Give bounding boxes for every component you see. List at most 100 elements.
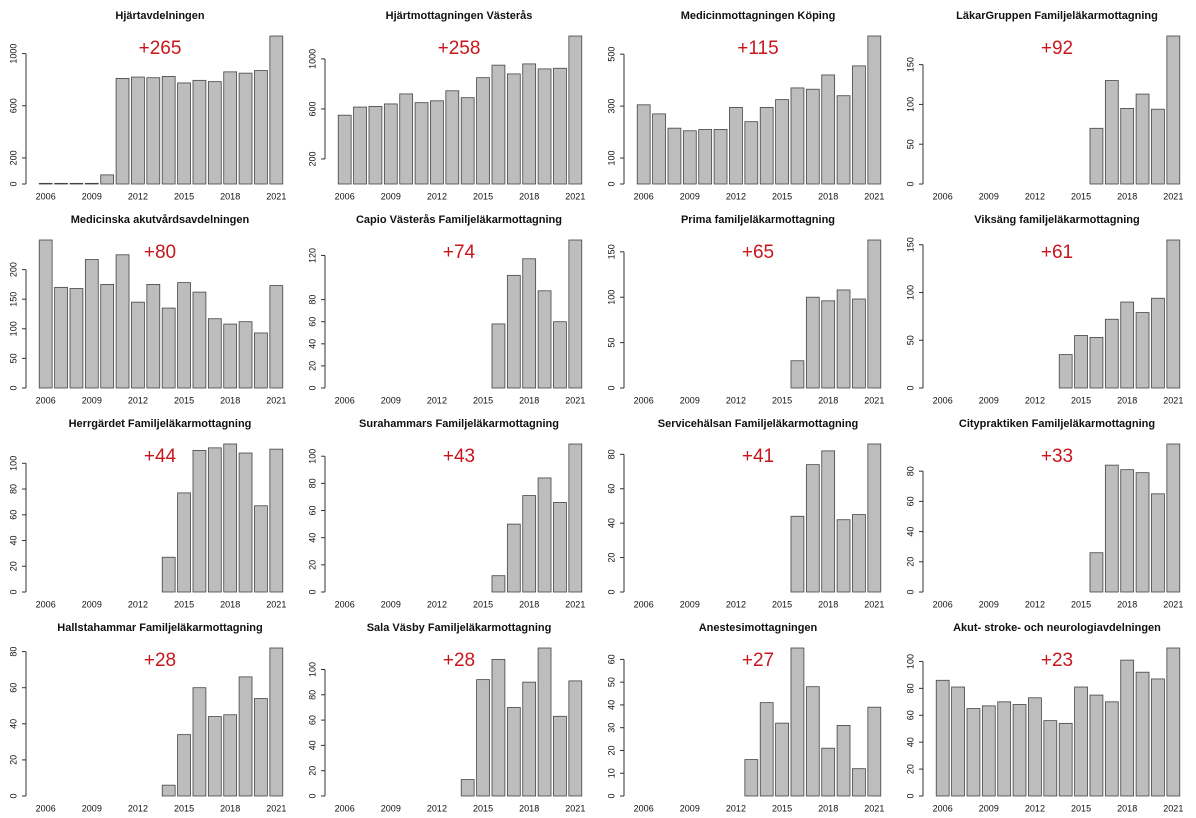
bar — [553, 715, 567, 797]
x-tick-label: 2021 — [1163, 395, 1183, 405]
bar — [553, 67, 567, 185]
bar — [223, 71, 238, 185]
panel-title: Prima familjeläkarmottagning — [681, 214, 835, 226]
x-tick-label: 2015 — [1071, 191, 1091, 201]
bar — [836, 95, 851, 185]
bar — [399, 93, 414, 185]
bar — [1120, 469, 1135, 593]
x-tick-label: 2015 — [473, 191, 493, 201]
bar — [38, 239, 53, 389]
bar — [269, 285, 284, 389]
bar — [1166, 647, 1181, 797]
bar — [223, 443, 238, 593]
y-tick-label: 20 — [606, 553, 616, 563]
bar — [1120, 659, 1135, 797]
panel: Prima familjeläkarmottagning +65 0 50 100 150… — [606, 214, 884, 405]
bar — [506, 73, 521, 185]
bar — [54, 182, 68, 185]
x-tick-label: 2012 — [726, 191, 746, 201]
y-tick-label: 150 — [905, 57, 915, 72]
bar — [537, 647, 552, 797]
y-tick-label: 60 — [905, 710, 915, 720]
x-tick-label: 2021 — [864, 599, 884, 609]
bar — [790, 360, 805, 389]
bar — [522, 681, 537, 797]
bar — [522, 495, 537, 593]
x-tick-label: 2015 — [174, 395, 194, 405]
y-tick-label: 60 — [307, 317, 317, 327]
bar — [161, 307, 176, 389]
bar — [1135, 472, 1150, 593]
bar — [867, 239, 882, 389]
bar — [192, 687, 207, 797]
x-tick-label: 2015 — [473, 803, 493, 813]
panel: Surahammars Familjeläkarmottagning +43 0 20… — [307, 418, 585, 609]
bar — [553, 501, 567, 593]
x-tick-label: 2006 — [933, 803, 953, 813]
bar — [1151, 493, 1165, 593]
x-tick-label: 2012 — [427, 191, 447, 201]
panel: Hjärtavdelningen +265 0 200 600 1000 2006 2009 2… — [8, 10, 286, 201]
y-tick-label: 0 — [905, 181, 915, 186]
y-tick-label: 500 — [606, 47, 616, 62]
y-tick-label: 100 — [307, 449, 317, 464]
x-tick-label: 2015 — [772, 803, 792, 813]
bar — [1058, 354, 1073, 389]
x-tick-label: 2015 — [174, 803, 194, 813]
x-tick-label: 2018 — [1117, 803, 1137, 813]
bar — [445, 90, 460, 185]
bar — [805, 464, 820, 593]
bar — [1043, 720, 1058, 797]
y-tick-label: 30 — [606, 723, 616, 733]
y-tick-label: 0 — [606, 385, 616, 390]
x-tick-label: 2018 — [220, 395, 240, 405]
bar — [337, 114, 352, 185]
x-tick-label: 2012 — [1025, 803, 1045, 813]
bar — [238, 676, 253, 797]
y-tick-label: 40 — [8, 719, 18, 729]
y-tick-label: 80 — [8, 647, 18, 657]
x-tick-label: 2012 — [726, 803, 746, 813]
bar — [1058, 722, 1073, 797]
bar — [966, 708, 981, 797]
bar — [207, 81, 222, 185]
panel-title: Servicehälsan Familjeläkarmottagning — [658, 418, 859, 430]
bar — [1089, 694, 1104, 797]
bar — [1089, 552, 1104, 593]
bar — [506, 707, 521, 797]
y-tick-label: 60 — [606, 484, 616, 494]
annotation: +74 — [443, 242, 476, 263]
bar — [821, 300, 836, 389]
panel-title: Viksäng familjeläkarmottagning — [974, 214, 1139, 226]
x-tick-label: 2021 — [565, 803, 585, 813]
y-tick-label: 600 — [8, 98, 18, 113]
y-tick-label: 80 — [307, 295, 317, 305]
y-tick-label: 80 — [307, 478, 317, 488]
bar — [867, 443, 882, 593]
y-tick-label: 200 — [8, 150, 18, 165]
bar — [553, 321, 567, 389]
bar — [430, 100, 444, 185]
bar — [177, 82, 191, 185]
x-tick-label: 2012 — [427, 395, 447, 405]
bar — [254, 505, 268, 593]
y-tick-label: 100 — [8, 321, 18, 336]
x-tick-label: 2006 — [634, 395, 654, 405]
annotation: +115 — [737, 38, 778, 59]
bar — [131, 301, 145, 389]
y-tick-label: 0 — [307, 589, 317, 594]
x-tick-label: 2021 — [266, 803, 286, 813]
bar — [1104, 80, 1119, 185]
x-tick-label: 2018 — [220, 599, 240, 609]
bar — [1166, 239, 1181, 389]
panel-title: Anestesimottagningen — [699, 622, 818, 634]
bar — [1151, 297, 1165, 389]
bar — [1120, 108, 1135, 185]
panel-title: Sala Väsby Familjeläkarmottagning — [367, 622, 552, 634]
bar — [821, 450, 836, 593]
bar — [491, 575, 506, 593]
x-tick-label: 2018 — [220, 803, 240, 813]
x-tick-label: 2021 — [565, 599, 585, 609]
panel-title: LäkarGruppen Familjeläkarmottagning — [956, 10, 1158, 22]
x-tick-label: 2006 — [634, 599, 654, 609]
